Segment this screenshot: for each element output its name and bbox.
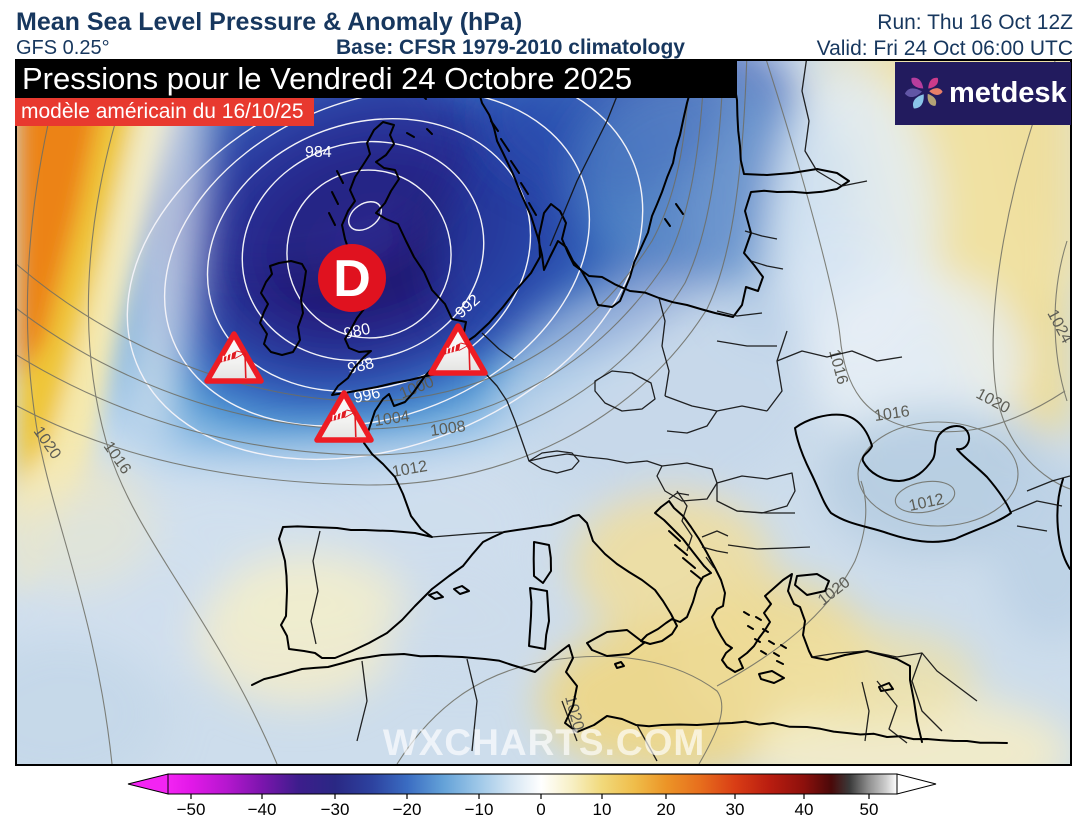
svg-text:980: 980 [342, 321, 372, 343]
svg-text:D: D [333, 250, 371, 308]
svg-text:1012: 1012 [391, 458, 429, 481]
svg-text:1008: 1008 [429, 418, 467, 440]
svg-text:1004: 1004 [373, 408, 411, 430]
svg-text:50: 50 [860, 800, 879, 819]
svg-text:10: 10 [593, 800, 612, 819]
svg-text:−10: −10 [465, 800, 494, 819]
svg-text:1016: 1016 [873, 403, 911, 425]
svg-text:−20: −20 [393, 800, 422, 819]
svg-text:984: 984 [305, 144, 332, 161]
svg-text:0: 0 [536, 800, 545, 819]
svg-text:−50: −50 [177, 800, 206, 819]
svg-text:988: 988 [346, 355, 376, 378]
svg-text:40: 40 [795, 800, 814, 819]
svg-text:30: 30 [726, 800, 745, 819]
svg-text:metdesk: metdesk [949, 77, 1068, 109]
svg-text:−30: −30 [321, 800, 350, 819]
svg-text:−40: −40 [248, 800, 277, 819]
svg-text:20: 20 [657, 800, 676, 819]
